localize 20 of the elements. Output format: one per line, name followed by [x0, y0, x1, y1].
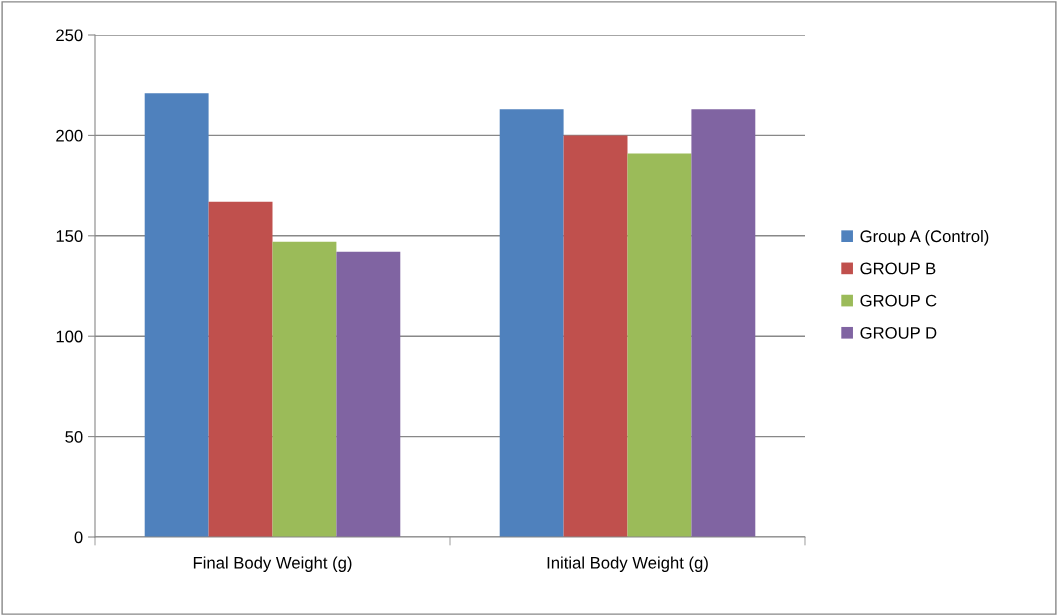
y-tick-label: 100: [56, 330, 83, 343]
bar: [336, 251, 401, 537]
y-tick-label: 50: [65, 431, 83, 443]
y-tick-label: 150: [56, 230, 83, 242]
bar: [691, 109, 756, 537]
x-tick-label: Final Body Weight (g): [193, 556, 352, 572]
bar: [272, 241, 337, 537]
bar: [144, 93, 209, 537]
legend-label: GROUP D: [860, 326, 937, 339]
x-tick-label: Initial Body Weight (g): [547, 556, 708, 572]
y-tick-label: 200: [56, 129, 83, 142]
bar: [499, 109, 564, 537]
bar: [563, 135, 628, 537]
legend-label: GROUP B: [860, 262, 936, 275]
y-tick-label: 250: [56, 29, 83, 42]
bar: [208, 201, 273, 537]
bar: [627, 153, 692, 537]
legend-label: GROUP C: [860, 294, 937, 307]
y-tick-label: 0: [74, 531, 83, 544]
legend-label: Group A (Control): [860, 229, 989, 246]
